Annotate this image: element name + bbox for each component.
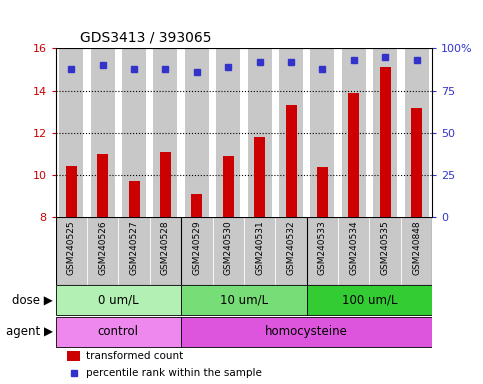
Bar (191, 194, 202, 217)
Bar (275, 217, 307, 285)
Bar (279, 48, 303, 217)
Bar (307, 217, 338, 285)
Bar (338, 217, 369, 285)
Bar (348, 93, 359, 217)
Text: GSM240534: GSM240534 (349, 221, 358, 275)
Bar (87, 217, 118, 285)
Text: GSM240531: GSM240531 (255, 221, 264, 275)
Text: GSM240529: GSM240529 (192, 221, 201, 275)
Bar (213, 217, 244, 285)
Bar (254, 137, 265, 217)
Text: GSM240528: GSM240528 (161, 221, 170, 275)
Bar (311, 48, 334, 217)
Text: 10 um/L: 10 um/L (220, 294, 268, 307)
Bar (97, 154, 108, 217)
Bar (342, 48, 366, 217)
Text: GSM240525: GSM240525 (67, 221, 76, 275)
Bar (66, 166, 77, 217)
Bar (248, 48, 271, 217)
Bar (401, 217, 432, 285)
Text: control: control (98, 325, 139, 338)
Bar (380, 68, 391, 217)
Bar (181, 317, 432, 347)
Bar (122, 48, 146, 217)
Bar (411, 108, 422, 217)
Text: GSM240532: GSM240532 (286, 221, 296, 275)
Bar (160, 152, 171, 217)
Bar (405, 48, 428, 217)
Bar (307, 285, 432, 315)
Bar (185, 48, 209, 217)
Bar (128, 182, 140, 217)
Bar (154, 48, 177, 217)
Text: GSM240526: GSM240526 (98, 221, 107, 275)
Bar (216, 48, 240, 217)
Text: GDS3413 / 393065: GDS3413 / 393065 (80, 31, 211, 45)
Bar (59, 48, 83, 217)
Bar (150, 217, 181, 285)
Bar (181, 285, 307, 315)
Text: homocysteine: homocysteine (265, 325, 348, 338)
Bar (56, 317, 181, 347)
Text: GSM240527: GSM240527 (129, 221, 139, 275)
Text: 100 um/L: 100 um/L (342, 294, 397, 307)
Bar (118, 217, 150, 285)
Bar (91, 48, 114, 217)
Bar (56, 217, 87, 285)
Bar (317, 167, 328, 217)
Bar (244, 217, 275, 285)
Bar (181, 217, 213, 285)
Bar (373, 48, 397, 217)
Text: GSM240530: GSM240530 (224, 221, 233, 275)
Bar (285, 106, 297, 217)
Text: GSM240848: GSM240848 (412, 221, 421, 275)
Bar (67, 351, 80, 361)
Text: GSM240535: GSM240535 (381, 221, 390, 275)
Bar (369, 217, 401, 285)
Bar (223, 156, 234, 217)
Text: transformed count: transformed count (85, 351, 183, 361)
Text: dose ▶: dose ▶ (13, 294, 53, 307)
Bar (56, 285, 181, 315)
Text: agent ▶: agent ▶ (6, 325, 53, 338)
Text: percentile rank within the sample: percentile rank within the sample (85, 368, 262, 378)
Text: GSM240533: GSM240533 (318, 221, 327, 275)
Text: 0 um/L: 0 um/L (98, 294, 139, 307)
